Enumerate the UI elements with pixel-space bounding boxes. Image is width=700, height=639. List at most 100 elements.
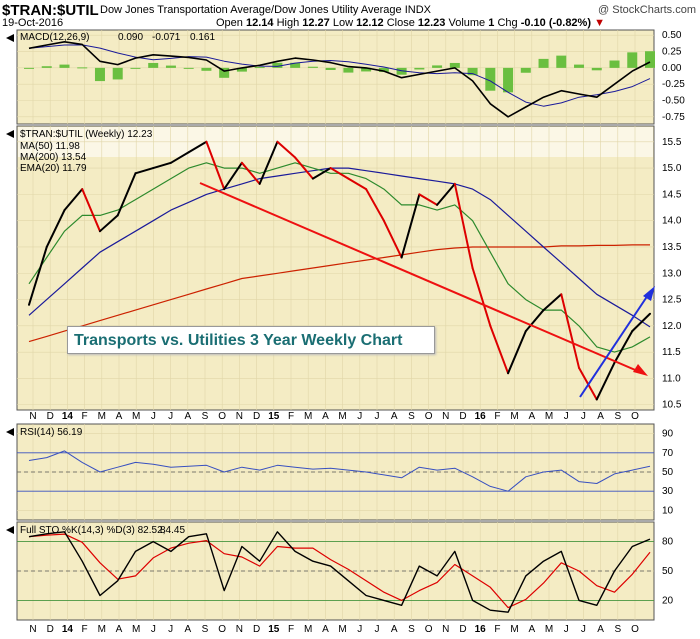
- macd-legend: MACD(12,26,9): [20, 32, 89, 43]
- x-axis-label: O: [218, 624, 226, 635]
- x-axis-label: N: [236, 411, 243, 422]
- x-axis-label: 16: [475, 411, 487, 422]
- x-axis-label: A: [391, 624, 398, 635]
- price-segment: [276, 140, 297, 159]
- downtrend-line: [199, 182, 641, 373]
- macd-histogram-bar: [645, 51, 655, 68]
- price-segment: [45, 209, 66, 248]
- macd-histogram-bar: [361, 67, 372, 72]
- macd-histogram-bar: [503, 67, 514, 93]
- volume-label: Volume: [448, 17, 486, 29]
- price-segment: [489, 324, 510, 375]
- macd-histogram-bar: [219, 67, 230, 78]
- rsi-line: [28, 450, 651, 492]
- x-axis-label: N: [442, 411, 449, 422]
- sto-legend-d: 84.45: [160, 525, 185, 536]
- macd-histogram-bar: [236, 67, 247, 72]
- price-segment: [613, 330, 634, 364]
- price-segment: [400, 193, 421, 259]
- macd-histogram-bar: [520, 67, 531, 73]
- x-axis-label: F: [494, 411, 500, 422]
- price-segment: [311, 167, 332, 180]
- high-value: 12.27: [302, 17, 330, 29]
- price-tick-label: 12.0: [662, 321, 682, 332]
- macd-histogram-bar: [432, 65, 443, 68]
- sto-tick-label: 80: [662, 537, 674, 548]
- macd-tick-label: 0.25: [662, 47, 682, 58]
- price-segment: [524, 309, 545, 333]
- rsi-legend: RSI(14) 56.19: [20, 427, 83, 438]
- price-tick-label: 12.5: [662, 295, 682, 306]
- x-axis-label: 14: [62, 624, 74, 635]
- macd-panel-marker: [6, 34, 14, 42]
- x-axis-label: O: [631, 411, 639, 422]
- macd-histogram-bar: [449, 62, 460, 68]
- price-segment: [134, 167, 155, 175]
- low-value: 12.12: [356, 17, 384, 29]
- price-segment: [418, 193, 439, 206]
- ma50-line: [28, 167, 651, 328]
- price-segment: [98, 214, 119, 233]
- macd-histogram-bar: [94, 67, 105, 82]
- sto-tick-label: 20: [662, 595, 674, 606]
- price-segment: [258, 140, 279, 185]
- x-axis-label: J: [564, 624, 569, 635]
- price-segment: [205, 140, 226, 191]
- rsi-tick-label: 50: [662, 467, 674, 478]
- x-axis-label: A: [116, 624, 123, 635]
- macd-histogram-bar: [59, 64, 70, 68]
- macd-line: [28, 40, 651, 118]
- macd-histogram-bar: [591, 67, 602, 71]
- price-tick-label: 14.0: [662, 216, 682, 227]
- x-axis-label: A: [597, 624, 604, 635]
- rsi-tick-label: 30: [662, 486, 674, 497]
- symbol-title: $TRAN:$UTIL: [2, 2, 99, 19]
- x-axis-label: A: [322, 624, 329, 635]
- ohlc-readout: Open 12.14 High 12.27 Low 12.12 Close 12…: [216, 17, 605, 29]
- macd-histogram-bar: [77, 67, 88, 69]
- price-segment: [152, 161, 172, 170]
- x-axis-label: A: [184, 624, 191, 635]
- macd-histogram-bar: [112, 67, 123, 80]
- price-legend: $TRAN:$UTIL (Weekly) 12.23: [20, 129, 153, 140]
- x-axis-label: 15: [268, 624, 280, 635]
- price-segment: [169, 151, 190, 164]
- macd-histogram-bar: [627, 52, 638, 68]
- low-label: Low: [332, 17, 354, 29]
- macd-histogram-bar: [41, 66, 52, 68]
- macd-histogram-bar: [290, 62, 301, 68]
- price-tick-label: 15.0: [662, 163, 682, 174]
- x-axis-label: J: [151, 411, 156, 422]
- x-axis-label: M: [132, 624, 140, 635]
- macd-histogram-bar: [24, 67, 34, 69]
- watermark: @ StockCharts.com: [598, 4, 696, 16]
- macd-histogram-bar: [325, 67, 336, 70]
- macd-histogram-bar: [414, 67, 425, 70]
- ema20-legend: EMA(20) 11.79: [20, 163, 87, 174]
- x-axis-label: J: [375, 411, 380, 422]
- x-axis-label: M: [510, 411, 518, 422]
- x-axis-label: M: [510, 624, 518, 635]
- x-axis-label: J: [357, 411, 362, 422]
- macd-value-3: 0.161: [190, 32, 215, 43]
- price-segment: [28, 245, 48, 306]
- x-axis-label: O: [425, 624, 433, 635]
- x-axis-label: A: [322, 411, 329, 422]
- macd-tick-label: 0.00: [662, 63, 682, 74]
- price-tick-label: 11.5: [662, 347, 681, 358]
- macd-histogram-bar: [307, 66, 318, 68]
- x-axis-label: O: [631, 624, 639, 635]
- x-axis-label: S: [408, 624, 415, 635]
- x-axis-label: J: [375, 624, 380, 635]
- price-panel-marker: [6, 130, 14, 138]
- x-axis-label: A: [528, 411, 535, 422]
- x-axis-label: J: [168, 411, 173, 422]
- x-axis-label: N: [236, 624, 243, 635]
- x-axis-label: S: [202, 411, 209, 422]
- sto-tick-label: 50: [662, 566, 674, 577]
- ma50-legend: MA(50) 11.98: [20, 141, 80, 152]
- price-segment: [542, 293, 563, 312]
- x-axis-label: F: [82, 624, 88, 635]
- price-segment: [116, 172, 137, 217]
